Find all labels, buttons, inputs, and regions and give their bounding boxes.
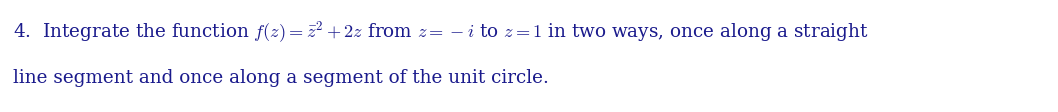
Text: line segment and once along a segment of the unit circle.: line segment and once along a segment of… <box>13 69 548 87</box>
Text: 4.  Integrate the function $f(z) = \bar{z}^2 + 2z$ from $z = -i$ to $z = 1$ in t: 4. Integrate the function $f(z) = \bar{z… <box>13 20 869 45</box>
